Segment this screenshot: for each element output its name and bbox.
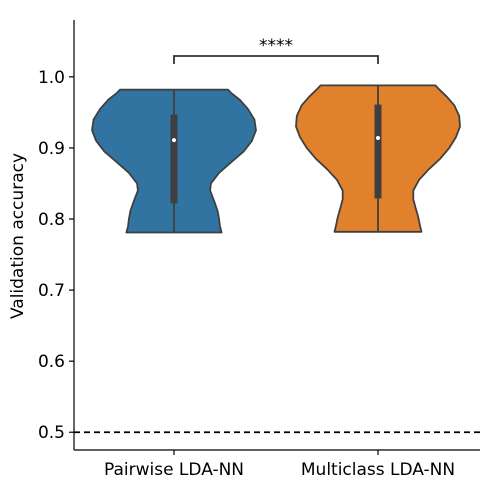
y-axis-label: Validation accuracy (8, 153, 28, 319)
x-tick-label: Pairwise LDA-NN (104, 460, 244, 480)
y-tick-label: 0.7 (38, 281, 65, 301)
y-tick-label: 0.6 (38, 352, 65, 372)
axes-layer: 0.5 0.6 0.7 0.8 0.9 1.0 Pairwise LDA-NN Multicl… (38, 20, 480, 480)
y-tick-label: 0.8 (38, 210, 65, 230)
significance-bracket (173, 55, 379, 64)
y-tick-label: 0.5 (38, 423, 65, 443)
iqr-box-pairwise-lda-nn (170, 114, 178, 204)
y-tick-label: 1.0 (38, 68, 65, 88)
significance-label: **** (259, 36, 293, 56)
y-tick-label: 0.9 (38, 139, 65, 159)
x-tick-label: Multiclass LDA-NN (301, 460, 455, 480)
median-point-multiclass-lda-nn (376, 135, 380, 140)
iqr-box-multiclass-lda-nn (374, 104, 382, 199)
median-point-pairwise-lda-nn (172, 138, 176, 143)
significance-annotation: **** (173, 36, 379, 64)
violins-layer (91, 84, 461, 234)
